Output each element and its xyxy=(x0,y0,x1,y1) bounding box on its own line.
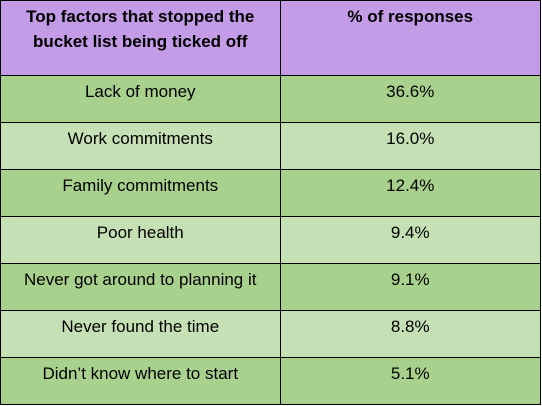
percent-cell: 5.1% xyxy=(279,356,542,406)
table-row: Never found the time 8.8% xyxy=(0,309,542,358)
percent-cell: 9.1% xyxy=(279,262,542,311)
header-factor: Top factors that stopped the bucket list… xyxy=(0,0,281,76)
table-row: Never got around to planning it 9.1% xyxy=(0,262,542,311)
table-row: Work commitments 16.0% xyxy=(0,121,542,170)
factor-cell: Family commitments xyxy=(0,168,281,217)
factor-cell: Never found the time xyxy=(0,309,281,358)
table-row: Family commitments 12.4% xyxy=(0,168,542,217)
factor-cell: Never got around to planning it xyxy=(0,262,281,311)
factor-cell: Poor health xyxy=(0,215,281,264)
table-row: Didn’t know where to start 5.1% xyxy=(0,356,542,406)
factor-cell: Work commitments xyxy=(0,121,281,170)
header-percent: % of responses xyxy=(279,0,542,76)
factor-cell: Didn’t know where to start xyxy=(0,356,281,406)
table-row: Poor health 9.4% xyxy=(0,215,542,264)
percent-cell: 12.4% xyxy=(279,168,542,217)
percent-cell: 16.0% xyxy=(279,121,542,170)
factor-cell: Lack of money xyxy=(0,74,281,123)
percent-cell: 9.4% xyxy=(279,215,542,264)
percent-cell: 8.8% xyxy=(279,309,542,358)
percent-cell: 36.6% xyxy=(279,74,542,123)
table-row: Lack of money 36.6% xyxy=(0,74,542,123)
table-header-row: Top factors that stopped the bucket list… xyxy=(0,0,542,76)
